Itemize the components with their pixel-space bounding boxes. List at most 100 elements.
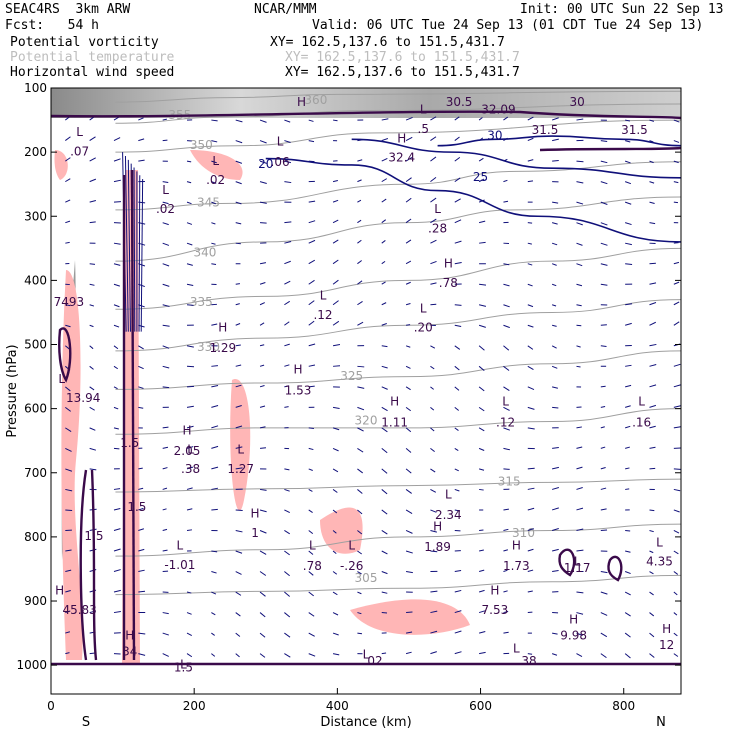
wind-vector — [430, 156, 437, 162]
wind-vector — [162, 345, 170, 349]
wind-vector — [503, 569, 508, 572]
wind-vector — [478, 406, 485, 412]
wind-vector — [381, 468, 388, 474]
wind-vector — [625, 384, 632, 388]
theta-contour-label: 310 — [512, 526, 535, 540]
wind-vector — [625, 425, 631, 429]
wind-vector — [624, 591, 631, 596]
wind-vector — [649, 160, 654, 164]
wind-vector — [381, 138, 389, 142]
wind-vector — [357, 159, 363, 162]
wind-vector — [332, 199, 339, 203]
wind-vector — [186, 345, 194, 348]
wind-vector — [430, 365, 435, 370]
wind-vector — [308, 140, 315, 143]
wind-vector — [503, 468, 510, 470]
wind-vector — [65, 324, 71, 328]
pv-extremum-label: 1.73 — [503, 559, 530, 573]
wind-vector — [576, 528, 584, 531]
wind-vector — [284, 591, 291, 597]
theta-contour-label: 330 — [197, 340, 220, 354]
wind-vector — [478, 157, 484, 162]
wind-vector — [405, 468, 412, 474]
wind-vector — [527, 283, 533, 287]
wind-vector — [332, 427, 340, 431]
pv-extremum-label: .28 — [428, 221, 447, 235]
wind-vector — [357, 612, 362, 615]
wind-vector — [430, 116, 437, 121]
wind-vector — [235, 612, 241, 617]
theta-contour — [115, 119, 681, 153]
pv-extremum-label: 32.09 — [481, 103, 515, 117]
wind-vector — [649, 612, 655, 617]
wind-vector — [381, 406, 388, 412]
wind-vector — [503, 427, 510, 431]
pv-extremum-label: .02 — [206, 173, 225, 187]
wind-vector — [186, 304, 194, 306]
wind-vector — [284, 530, 290, 535]
wind-vector — [405, 281, 411, 285]
pv-extremum-label: L — [277, 135, 284, 149]
wind-vector — [649, 632, 655, 638]
pv-extremum-label: L — [187, 443, 194, 457]
wind-vector — [430, 610, 438, 614]
wind-vector — [357, 199, 362, 203]
wind-vector — [65, 488, 73, 492]
wind-speed-contour — [437, 135, 681, 147]
wind-speed-contour — [351, 138, 681, 179]
wind-vector — [430, 177, 437, 183]
wind-vector — [308, 343, 316, 347]
wind-vector — [673, 281, 680, 285]
pv-extremum-label: L — [420, 301, 427, 315]
pv-extremum-label: 1.29 — [209, 341, 236, 355]
pv-extremum-label: H — [397, 132, 406, 146]
wind-vector — [454, 509, 461, 512]
field-name-theta: Potential temperature — [10, 50, 175, 65]
wind-vector — [308, 119, 314, 122]
wind-vector — [357, 386, 365, 389]
wind-vector — [284, 300, 291, 306]
wind-vector — [673, 550, 679, 555]
wind-vector — [478, 220, 486, 224]
wind-vector — [405, 239, 412, 244]
wind-vector — [259, 550, 267, 555]
wind-vector — [551, 365, 558, 369]
wind-vector — [478, 117, 483, 121]
wind-vector — [405, 177, 412, 183]
wind-vector — [65, 589, 71, 593]
wind-vector — [576, 446, 583, 449]
wind-vector — [600, 591, 608, 595]
wind-vector — [649, 425, 656, 429]
wind-vector — [138, 528, 145, 531]
wind-vector — [211, 140, 218, 143]
wind-vector — [576, 612, 584, 615]
wind-vector — [308, 653, 316, 657]
wind-vector — [186, 487, 193, 490]
wind-vector — [357, 447, 364, 453]
wind-vector — [552, 447, 559, 449]
wind-vector — [211, 242, 216, 245]
wind-vector — [381, 345, 388, 348]
wind-vector — [113, 324, 120, 328]
wind-vector — [600, 571, 608, 574]
wind-vector — [478, 427, 485, 432]
wind-vector — [405, 156, 413, 162]
wind-vector — [89, 263, 96, 265]
wind-vector — [430, 651, 437, 655]
wind-vector — [600, 653, 607, 659]
wind-vector — [186, 425, 194, 429]
wind-vector — [454, 198, 461, 203]
wind-vector — [430, 197, 437, 203]
theta-contour-label: 340 — [193, 246, 216, 260]
wind-vector — [478, 178, 485, 183]
wind-vector — [381, 509, 388, 515]
wind-vector — [381, 386, 388, 390]
wind-vector — [430, 406, 435, 411]
wind-vector — [552, 160, 559, 162]
wind-vector — [649, 550, 654, 554]
wind-vector — [259, 201, 267, 204]
wind-vector — [552, 569, 559, 573]
x-axis-label: Distance (km) — [320, 715, 411, 730]
wind-vector — [308, 220, 316, 224]
pv-extremum-label: H — [444, 257, 453, 271]
